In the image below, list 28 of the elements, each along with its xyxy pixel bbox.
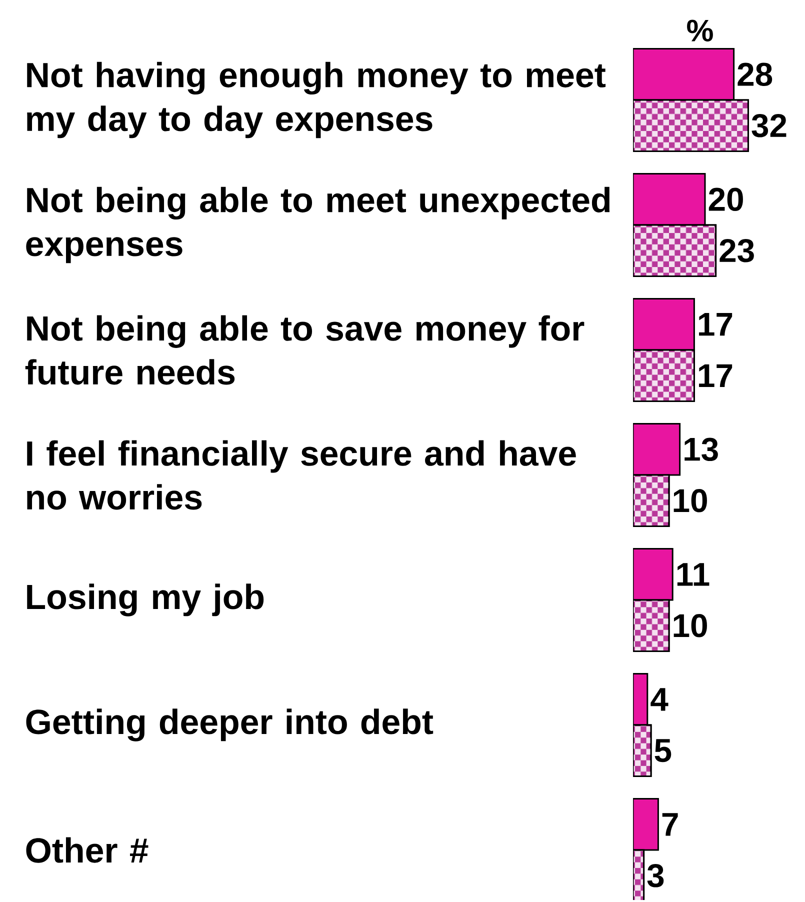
y-tick-label: I feel financially secure and have no worries [27, 440, 576, 510]
data-label: 23 [720, 238, 754, 262]
bar [633, 798, 659, 851]
data-label: 11 [677, 563, 710, 586]
data-label: 20 [708, 188, 743, 212]
data-label: 5 [654, 739, 672, 762]
data-label: 10 [674, 488, 707, 512]
y-tick-label: Getting deeper into debt [26, 708, 434, 742]
data-label: 7 [662, 813, 678, 836]
bar [633, 48, 734, 100]
y-tick-label: Losing my job [27, 584, 264, 616]
y-tick-label: Other # [26, 837, 148, 863]
data-label: 13 [684, 438, 718, 462]
data-label: 4 [650, 688, 668, 711]
data-label: 17 [699, 364, 732, 387]
bar [633, 298, 695, 351]
data-label: 3 [647, 864, 664, 888]
y-tick-label: Not being able to save money for future needs [25, 315, 584, 385]
data-label: 28 [738, 62, 772, 86]
bar [633, 548, 674, 601]
text: % [687, 20, 713, 42]
bar [633, 173, 706, 226]
data-label: 10 [674, 614, 707, 638]
y-tick-label: Not having enough money to meet my day to day expenses [27, 62, 606, 138]
y-tick-label: Not being able to meet unexpected expenses [26, 186, 610, 264]
data-label: 32 [752, 114, 786, 138]
bar [633, 423, 681, 476]
data-label: 17 [699, 313, 732, 336]
